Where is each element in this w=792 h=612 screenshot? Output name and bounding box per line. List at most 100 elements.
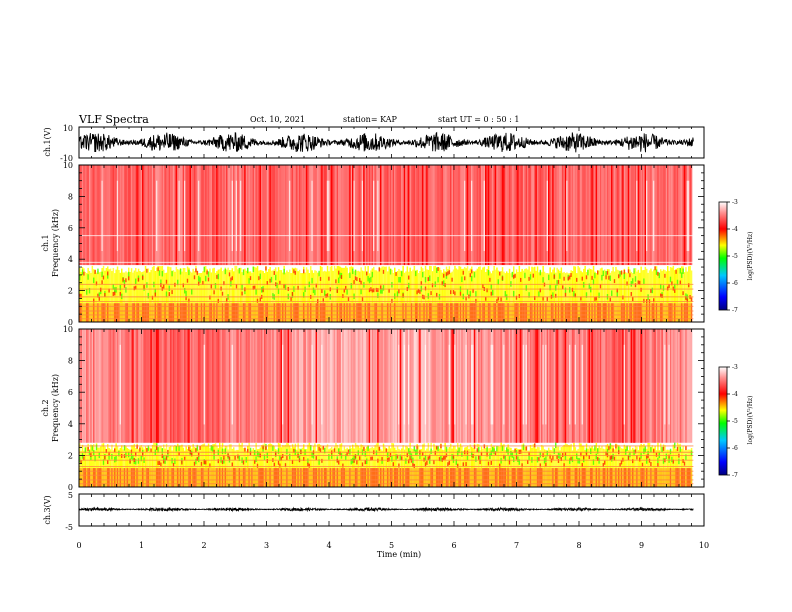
spec-band-yellow <box>419 271 421 304</box>
spec-band-red <box>574 293 577 298</box>
spec-gap <box>569 344 571 425</box>
spec-band-low <box>545 303 547 322</box>
spec-band-low <box>349 468 351 487</box>
spec-band-low <box>149 468 151 487</box>
spec-band-low <box>592 468 595 487</box>
spec-band-yellow <box>662 444 665 469</box>
spec-band-red <box>546 296 549 301</box>
spec-band-low <box>482 303 484 322</box>
spec-band-green <box>543 458 546 464</box>
spec-column-upper <box>315 165 318 266</box>
spec-band-low <box>641 468 644 487</box>
spec-band-yellow <box>563 271 565 304</box>
spec-band-yellow <box>149 272 151 304</box>
spec-band-yellow <box>643 270 645 304</box>
spec-band-low <box>311 468 313 487</box>
spec-band-red <box>555 293 557 298</box>
spec-band-low <box>408 303 410 322</box>
spec-band-green <box>578 458 581 464</box>
spec-band-yellow <box>541 444 543 469</box>
spec-column-upper <box>412 165 414 266</box>
spec-band-yellow <box>403 272 406 304</box>
spec-band-red <box>321 458 323 463</box>
spec-band-yellow <box>478 266 480 304</box>
spec-band-red <box>528 276 530 281</box>
spec-band-yellow <box>665 271 668 304</box>
spec-band-low <box>119 303 122 322</box>
spec-band-green <box>601 274 603 281</box>
spec-column-upper <box>683 329 686 443</box>
spec-column-upper <box>373 329 375 443</box>
spec-column-upper <box>496 165 498 266</box>
spec-band-green <box>318 459 320 465</box>
spec-band-low <box>128 303 130 322</box>
spec-band-red <box>388 457 390 462</box>
spec-column-upper <box>284 165 287 266</box>
spec-band-yellow <box>349 445 351 469</box>
spec-band-low <box>244 468 246 487</box>
spec-band-green <box>661 446 663 453</box>
spec-band-green <box>609 275 612 282</box>
spec-column-upper <box>109 165 112 266</box>
spec-band-low <box>354 303 357 322</box>
spec-band-yellow <box>189 445 192 469</box>
spec-band-yellow <box>685 267 687 304</box>
spec-gap <box>119 344 121 425</box>
spec-band-low <box>445 468 448 487</box>
spec-streak <box>611 165 613 266</box>
spec-band-red <box>580 452 582 457</box>
spec-band-yellow <box>370 270 372 304</box>
spec-column-upper <box>149 329 151 443</box>
spec-band-low <box>80 468 82 487</box>
spec-band-yellow <box>326 444 329 469</box>
spec-band-yellow <box>277 267 280 304</box>
spec-band-green <box>221 448 224 455</box>
spec-band-yellow <box>394 267 396 304</box>
spec-band-yellow <box>406 446 409 469</box>
spec-band-low <box>662 303 665 322</box>
spec-column-upper <box>595 329 598 443</box>
spec-band-low <box>564 303 567 322</box>
spec-column-upper <box>629 329 631 443</box>
spec-band-yellow <box>682 266 684 304</box>
spec-band-low <box>609 303 612 322</box>
time-tick-label: 6 <box>451 541 456 550</box>
spec-column-upper <box>118 165 120 266</box>
time-tick-label: 2 <box>201 541 206 550</box>
spec-column-upper <box>444 165 446 266</box>
spec-band-low <box>475 468 477 487</box>
spec-band-low <box>424 468 427 487</box>
spec-band-red <box>560 457 563 462</box>
spec-band-green <box>597 448 599 454</box>
spec-band-green <box>195 458 197 465</box>
spec-band-red <box>539 463 542 468</box>
spec-band-green <box>451 454 453 460</box>
spec-band-yellow <box>447 269 449 304</box>
spec-band-low <box>333 468 336 487</box>
spec-column-upper <box>619 165 621 266</box>
spec-band-yellow <box>686 449 689 469</box>
spec-band-low <box>536 303 539 322</box>
spec-band-yellow <box>504 273 507 304</box>
spec-band-green <box>490 450 493 456</box>
spec-band-low <box>188 303 190 322</box>
spec-band-yellow <box>178 447 180 469</box>
spec-band-red <box>133 286 136 291</box>
spec-band-green <box>367 275 369 282</box>
spec-band-yellow <box>357 445 360 469</box>
spec-band-low <box>104 303 106 322</box>
spec-band-low <box>440 468 442 487</box>
spec-column-upper <box>140 329 143 443</box>
spec-band-low <box>672 468 675 487</box>
spec-band-low <box>517 303 519 322</box>
spec-band-red <box>443 456 445 461</box>
spec-band-yellow <box>539 450 542 469</box>
spec-band-low <box>629 303 631 322</box>
spec-band-green <box>286 448 288 455</box>
spec-band-low <box>627 303 630 322</box>
spec-band-yellow <box>524 446 526 469</box>
spec-band-low <box>646 468 648 487</box>
spec-band-low <box>111 303 113 322</box>
spec-column-upper <box>114 165 116 266</box>
